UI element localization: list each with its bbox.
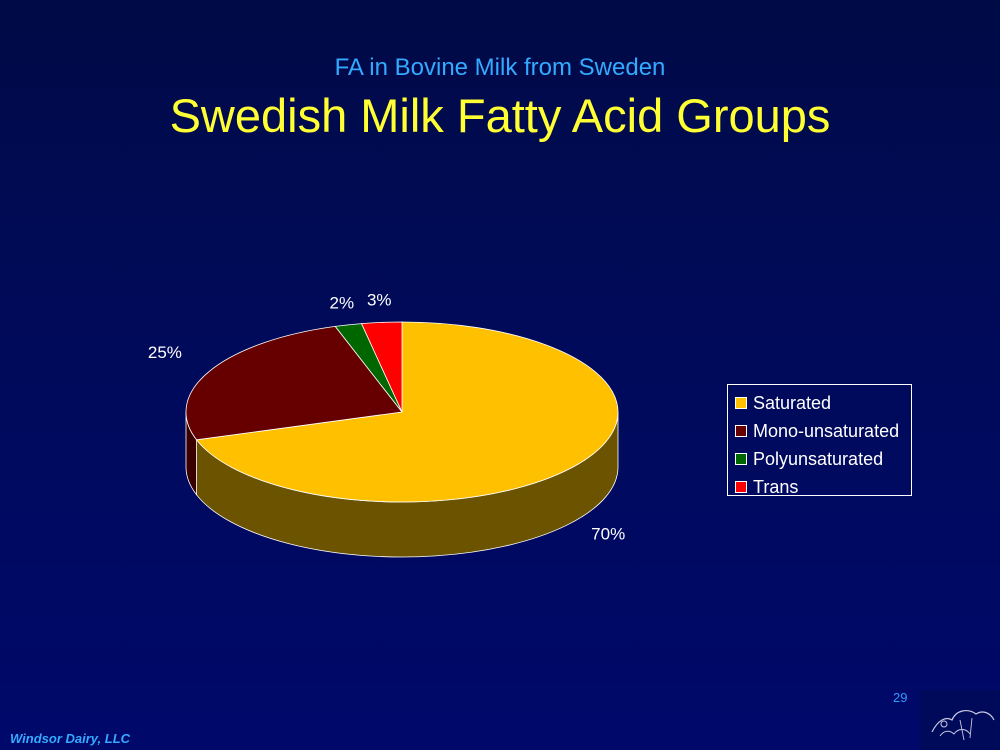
data-label-mono-unsaturated: 25% [148,343,182,362]
legend-swatch-trans [735,481,747,493]
pie-slice-mono-unsaturated [185,325,403,441]
data-label-saturated: 70% [591,524,625,543]
logo-icon [920,690,1000,750]
pie-slice-trans [360,321,403,413]
legend-swatch-mono-unsaturated [735,425,747,437]
legend-item-mono-unsaturated: Mono-unsaturated [735,417,911,445]
pie-slice-saturated [195,321,619,503]
slide-title: Swedish Milk Fatty Acid Groups [169,89,831,142]
legend-item-saturated: Saturated [735,389,911,417]
footer-company: Windsor Dairy, LLC [10,731,131,746]
data-label-trans: 3% [367,291,392,310]
legend-label-polyunsaturated: Polyunsaturated [753,448,884,469]
legend-label-trans: Trans [753,476,799,497]
legend-label-saturated: Saturated [753,392,832,413]
legend-swatch-polyunsaturated [735,453,747,465]
data-label-polyunsaturated: 2% [330,293,355,312]
chart-legend: Saturated Mono-unsaturated Polyunsaturat… [727,384,912,497]
page-number: 29 [893,690,908,705]
legend-item-polyunsaturated: Polyunsaturated [735,445,911,473]
legend-label-mono-unsaturated: Mono-unsaturated [753,420,900,441]
legend-item-trans: Trans [735,473,911,501]
slide-subtitle: FA in Bovine Milk from Sweden [334,54,666,81]
legend-swatch-saturated [735,397,747,409]
